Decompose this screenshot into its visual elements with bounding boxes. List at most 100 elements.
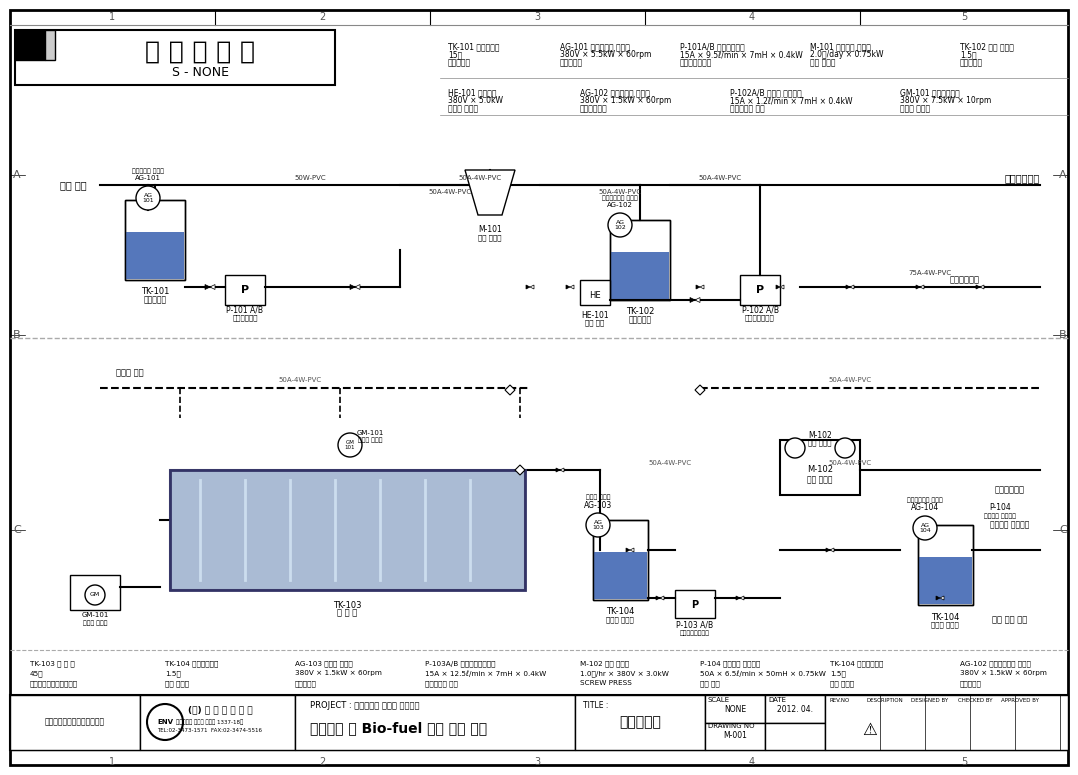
Polygon shape (657, 596, 660, 600)
Polygon shape (846, 285, 849, 289)
Text: 4: 4 (749, 12, 755, 22)
Text: 유량조정저장 교반기: 유량조정저장 교반기 (603, 195, 638, 201)
Text: 2: 2 (319, 12, 326, 22)
Text: 380V × 5.5kW × 60rpm: 380V × 5.5kW × 60rpm (559, 50, 651, 59)
Text: 소화액 저장조: 소화액 저장조 (606, 617, 634, 623)
Polygon shape (626, 548, 630, 552)
Text: AG-101 원수저장조 교반기: AG-101 원수저장조 교반기 (559, 42, 630, 51)
Text: P-102 A/B: P-102 A/B (742, 305, 778, 315)
Text: 그리드 감소기: 그리드 감소기 (900, 104, 930, 113)
Polygon shape (700, 285, 704, 289)
Text: P: P (756, 285, 764, 295)
Polygon shape (695, 298, 700, 302)
Text: (주) 이 엔 알 솔 루 션: (주) 이 엔 알 솔 루 션 (188, 705, 252, 715)
Bar (140, 695, 295, 750)
Text: 인동지립형: 인동지립형 (448, 58, 471, 67)
Text: DRAWING NO: DRAWING NO (708, 723, 755, 729)
Text: 1.5㎥: 1.5㎥ (960, 50, 977, 59)
Bar (610, 220, 671, 300)
Text: 원수 투입: 원수 투입 (60, 180, 86, 190)
Polygon shape (830, 548, 834, 552)
Bar (295, 695, 575, 750)
Text: 소화액 교반기: 소화액 교반기 (585, 494, 610, 500)
Text: 사브 스크린: 사브 스크린 (479, 235, 501, 241)
Bar (575, 695, 705, 750)
Polygon shape (526, 285, 530, 289)
Circle shape (608, 213, 632, 237)
Polygon shape (350, 284, 355, 290)
Polygon shape (690, 298, 695, 302)
Bar (780, 440, 860, 495)
Text: TK-102: TK-102 (626, 308, 654, 316)
Bar (125, 200, 185, 280)
Circle shape (586, 513, 610, 537)
Text: 소화조 고반기: 소화조 고반기 (358, 437, 383, 443)
Text: 50A-4W-PVC: 50A-4W-PVC (458, 175, 501, 181)
Polygon shape (570, 285, 573, 289)
Text: 4: 4 (749, 757, 755, 767)
Text: 5: 5 (960, 12, 967, 22)
Text: 50A × 6.5ℓ/min × 50mH × 0.75kW: 50A × 6.5ℓ/min × 50mH × 0.75kW (700, 670, 826, 677)
Text: C: C (1059, 525, 1067, 535)
Text: 2012. 04.: 2012. 04. (777, 705, 813, 715)
Text: 50A-4W-PVC: 50A-4W-PVC (699, 175, 742, 181)
Polygon shape (736, 596, 740, 600)
Text: 세부 주관 시설: 세부 주관 시설 (993, 615, 1027, 625)
Polygon shape (530, 285, 534, 289)
Text: P: P (691, 600, 699, 610)
Polygon shape (515, 465, 525, 475)
Text: 5: 5 (960, 757, 967, 767)
Text: AG-101: AG-101 (135, 175, 161, 181)
Text: GM-101: GM-101 (81, 612, 109, 618)
Text: 고액분리디술펌프: 고액분리디술펌프 (680, 630, 710, 635)
Polygon shape (695, 385, 705, 395)
Text: ENV: ENV (157, 719, 172, 725)
Polygon shape (210, 284, 215, 290)
Text: 50A-4W-PVC: 50A-4W-PVC (649, 460, 692, 466)
Text: P-102A/B 소화조 유입펌프: P-102A/B 소화조 유입펌프 (730, 88, 802, 97)
Text: 1: 1 (109, 12, 115, 22)
Text: 기초처리시설: 기초처리시설 (950, 275, 980, 284)
Bar (45, 30, 55, 60)
Bar (593, 520, 648, 600)
Text: DESIGNED BY: DESIGNED BY (911, 698, 949, 702)
Bar (917, 525, 972, 605)
Text: 펠린지 부착형: 펠린지 부착형 (448, 104, 479, 113)
Text: 50W-PVC: 50W-PVC (294, 175, 326, 181)
Text: M-101: M-101 (479, 226, 502, 235)
Text: 소 화 조: 소 화 조 (337, 608, 358, 618)
Text: 15A × 1.2ℓ/min × 7mH × 0.4kW: 15A × 1.2ℓ/min × 7mH × 0.4kW (730, 96, 853, 105)
Text: AG
104: AG 104 (920, 522, 931, 533)
Text: 380V × 5.0kW: 380V × 5.0kW (448, 96, 503, 105)
Text: 탈수케익 이송펌프: 탈수케익 이송펌프 (984, 513, 1015, 518)
Text: ⚠: ⚠ (862, 721, 877, 739)
Text: 열기 히터: 열기 히터 (585, 320, 605, 326)
Text: TK-103 소 화 조: TK-103 소 화 조 (30, 660, 74, 666)
Text: 탈인액저장조 교반기: 탈인액저장조 교반기 (907, 498, 943, 503)
Circle shape (136, 186, 160, 210)
Text: AG
102: AG 102 (614, 219, 626, 230)
Text: DATE: DATE (768, 697, 786, 703)
Bar (125, 200, 185, 280)
Text: 1.0㎥/hr × 380V × 3.0kW: 1.0㎥/hr × 380V × 3.0kW (580, 670, 668, 677)
Text: P-104: P-104 (990, 504, 1011, 512)
Bar (170, 470, 525, 590)
Text: 380V × 1.5kW × 60rpm: 380V × 1.5kW × 60rpm (295, 670, 382, 676)
Polygon shape (940, 596, 944, 600)
Text: 50A-4W-PVC: 50A-4W-PVC (828, 460, 871, 466)
Polygon shape (566, 285, 570, 289)
Polygon shape (936, 596, 940, 600)
Text: AG-102: AG-102 (607, 202, 633, 208)
Text: 45㎥: 45㎥ (30, 670, 43, 677)
Bar (610, 220, 671, 300)
Text: NONE: NONE (724, 705, 746, 715)
Text: 1.5㎥: 1.5㎥ (165, 670, 181, 677)
Bar (740, 275, 780, 305)
Text: 모노블럭스 펌프: 모노블럭스 펌프 (425, 680, 458, 687)
Bar (10, 695, 140, 750)
Bar (765, 723, 825, 750)
Polygon shape (849, 285, 854, 289)
Text: TK-103: TK-103 (333, 601, 362, 609)
Bar (580, 280, 610, 305)
Polygon shape (980, 285, 984, 289)
